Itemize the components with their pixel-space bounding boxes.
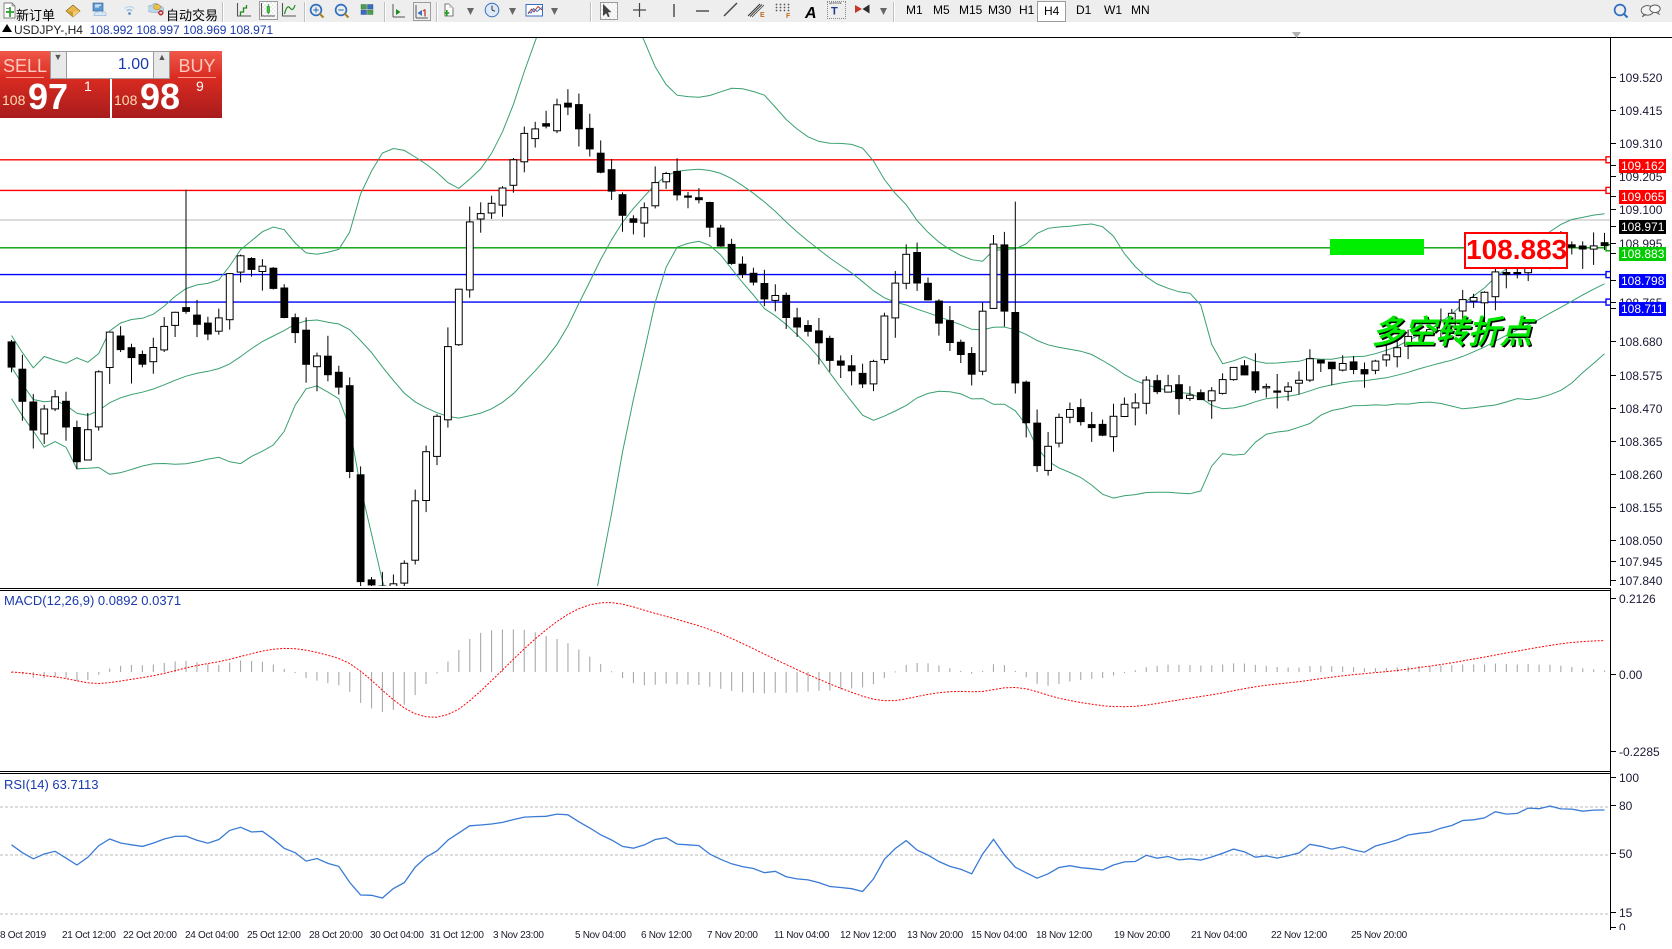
svg-text:E: E: [760, 12, 765, 19]
svg-text:T: T: [831, 6, 838, 18]
svg-text:F: F: [786, 13, 791, 19]
